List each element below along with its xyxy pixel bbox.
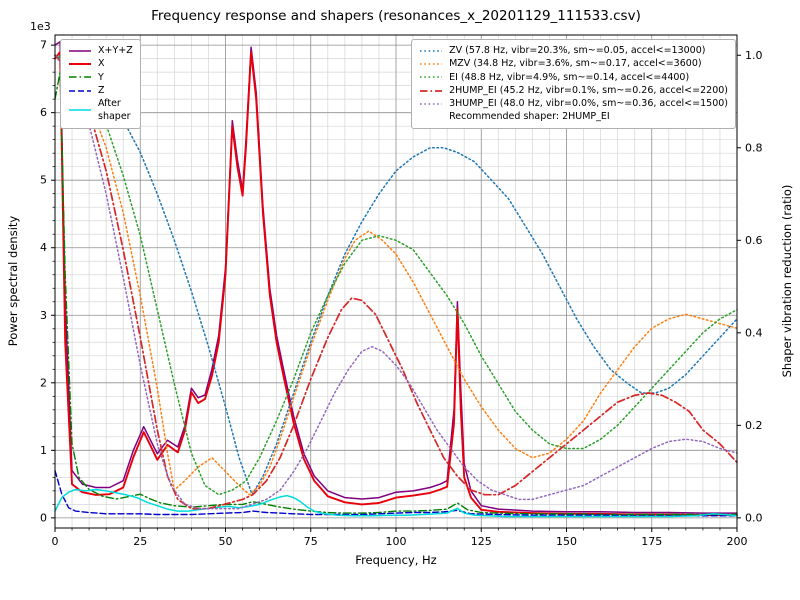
x-tick-label: 175 — [641, 535, 662, 548]
x-tick-label: 150 — [556, 535, 577, 548]
curve-3hump_ei — [54, 54, 738, 510]
legend-item-y: Y — [68, 71, 133, 84]
y-right-tick-label: 0.0 — [745, 511, 763, 524]
legend-line-sample-x — [69, 62, 91, 65]
legend-line-sample-xyz — [69, 49, 91, 52]
legend-label-3hump-ei: 3HUMP_EI (48.0 Hz, vibr=0.0%, sm~=0.36, … — [449, 98, 728, 110]
legend-item-mzv: MZV (34.8 Hz, vibr=3.6%, sm~=0.17, accel… — [419, 57, 728, 70]
y-right-tick-label: 0.4 — [745, 326, 763, 339]
x-axis-label: Frequency, Hz — [355, 553, 437, 567]
y-right-tick-label: 1.0 — [745, 49, 763, 62]
y-left-tick-label: 4 — [40, 241, 47, 254]
legend-line-sample-zv — [420, 49, 443, 52]
legend-label-zv: ZV (57.8 Hz, vibr=20.3%, sm~=0.05, accel… — [449, 45, 706, 56]
legend-label-after-shaper: After shaper — [98, 98, 131, 123]
curve-y — [54, 71, 738, 516]
legend-label-x: X — [98, 58, 105, 70]
legend-shapers: ZV (57.8 Hz, vibr=20.3%, sm~=0.05, accel… — [411, 39, 736, 129]
x-tick-label: 100 — [386, 535, 407, 548]
legend-line-sample-after-shaper — [69, 109, 91, 112]
x-tick-label: 75 — [304, 535, 318, 548]
x-tick-label: 200 — [727, 535, 748, 548]
y-left-tick-label: 5 — [40, 174, 47, 187]
y-left-tick-label: 0 — [40, 511, 47, 524]
y-left-tick-label: 1 — [40, 444, 47, 457]
y-right-tick-label: 0.2 — [745, 419, 763, 432]
y-right-tick-label: 0.8 — [745, 141, 763, 154]
legend-item-2hump-ei: 2HUMP_EI (45.2 Hz, vibr=0.1%, sm~=0.26, … — [419, 84, 728, 97]
legend-item-3hump-ei: 3HUMP_EI (48.0 Hz, vibr=0.0%, sm~=0.36, … — [419, 97, 728, 110]
y-left-tick-label: 3 — [40, 309, 47, 322]
curve-zv — [54, 54, 738, 496]
legend-label-y: Y — [98, 71, 104, 83]
legend-item-z: Z — [68, 84, 133, 97]
curve-z — [54, 469, 738, 517]
curve-after — [54, 488, 738, 518]
legend-line-sample-2hump-ei — [420, 89, 443, 92]
legend-item-x: X — [68, 57, 133, 70]
legend-label-xyz: X+Y+Z — [98, 45, 133, 56]
legend-note-recommended: Recommended shaper: 2HUMP_EI — [419, 110, 728, 123]
curve-mzv — [54, 54, 738, 496]
curve-ei — [54, 54, 738, 496]
legend-line-sample-y — [69, 76, 91, 78]
y-left-tick-label: 2 — [40, 376, 47, 389]
y-axis-left-label: Power spectral density — [6, 215, 20, 347]
y-axis-right-label: Shaper vibration reduction (ratio) — [780, 184, 794, 378]
curve-x — [54, 50, 738, 517]
legend-line-sample-z — [69, 89, 91, 92]
y-left-tick-label: 7 — [40, 39, 47, 52]
y-left-tick-label: 6 — [40, 106, 47, 119]
legend-label-mzv: MZV (34.8 Hz, vibr=3.6%, sm~=0.17, accel… — [449, 58, 702, 70]
legend-line-sample-ei — [420, 76, 443, 78]
chart-title: Frequency response and shapers (resonanc… — [151, 8, 641, 24]
curve-2hump_ei — [54, 54, 738, 510]
plot-border — [54, 34, 738, 529]
legend-item-xyz: X+Y+Z — [68, 44, 133, 57]
x-tick-label: 25 — [133, 535, 147, 548]
legend-item-ei: EI (48.8 Hz, vibr=4.9%, sm~=0.14, accel<… — [419, 71, 728, 84]
legend-psd: X+Y+Z X Y Z After shaper — [60, 39, 141, 129]
legend-item-after-shaper: After shaper — [68, 97, 133, 124]
legend-label-ei: EI (48.8 Hz, vibr=4.9%, sm~=0.14, accel<… — [449, 71, 690, 83]
legend-item-zv: ZV (57.8 Hz, vibr=20.3%, sm~=0.05, accel… — [419, 44, 728, 57]
x-tick-label: 0 — [52, 535, 59, 548]
legend-label-z: Z — [98, 84, 105, 96]
y-axis-offset-label: 1e3 — [30, 20, 51, 33]
recommended-shaper-note: Recommended shaper: 2HUMP_EI — [449, 111, 610, 123]
legend-label-2hump-ei: 2HUMP_EI (45.2 Hz, vibr=0.1%, sm~=0.26, … — [449, 84, 728, 96]
x-tick-label: 50 — [219, 535, 233, 548]
legend-line-sample-3hump-ei — [420, 103, 443, 105]
x-tick-label: 125 — [471, 535, 492, 548]
legend-line-sample-mzv — [420, 63, 443, 65]
y-right-tick-label: 0.6 — [745, 234, 763, 247]
